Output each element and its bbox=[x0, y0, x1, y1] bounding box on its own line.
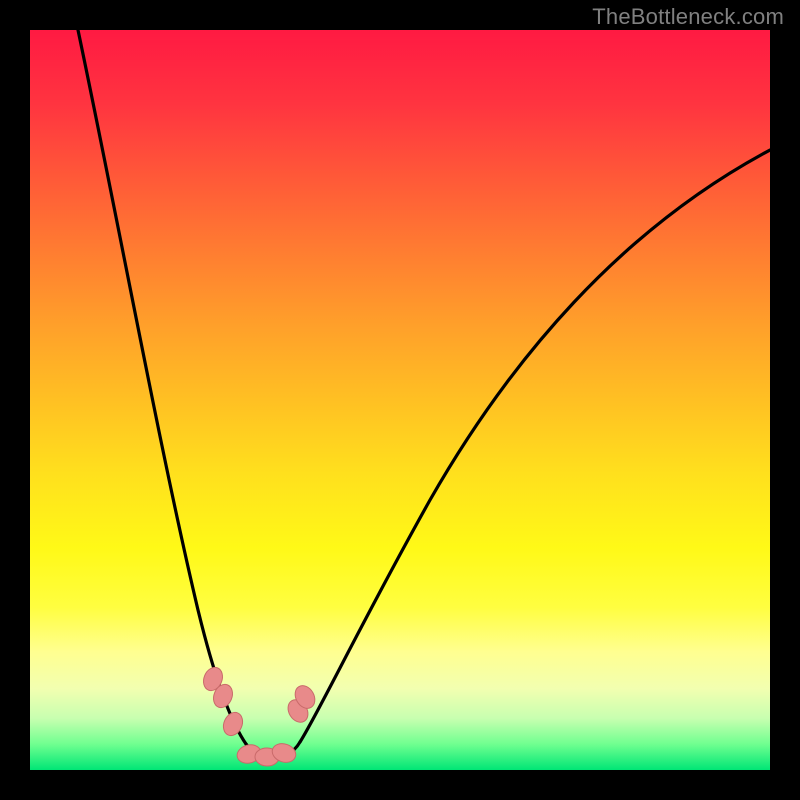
curve-marker bbox=[220, 709, 246, 738]
markers-group bbox=[200, 665, 319, 767]
watermark-text: TheBottleneck.com bbox=[592, 4, 784, 30]
v-curve bbox=[78, 30, 770, 758]
curve-layer bbox=[30, 30, 770, 770]
plot-area bbox=[30, 30, 770, 770]
chart-root: TheBottleneck.com bbox=[0, 0, 800, 800]
